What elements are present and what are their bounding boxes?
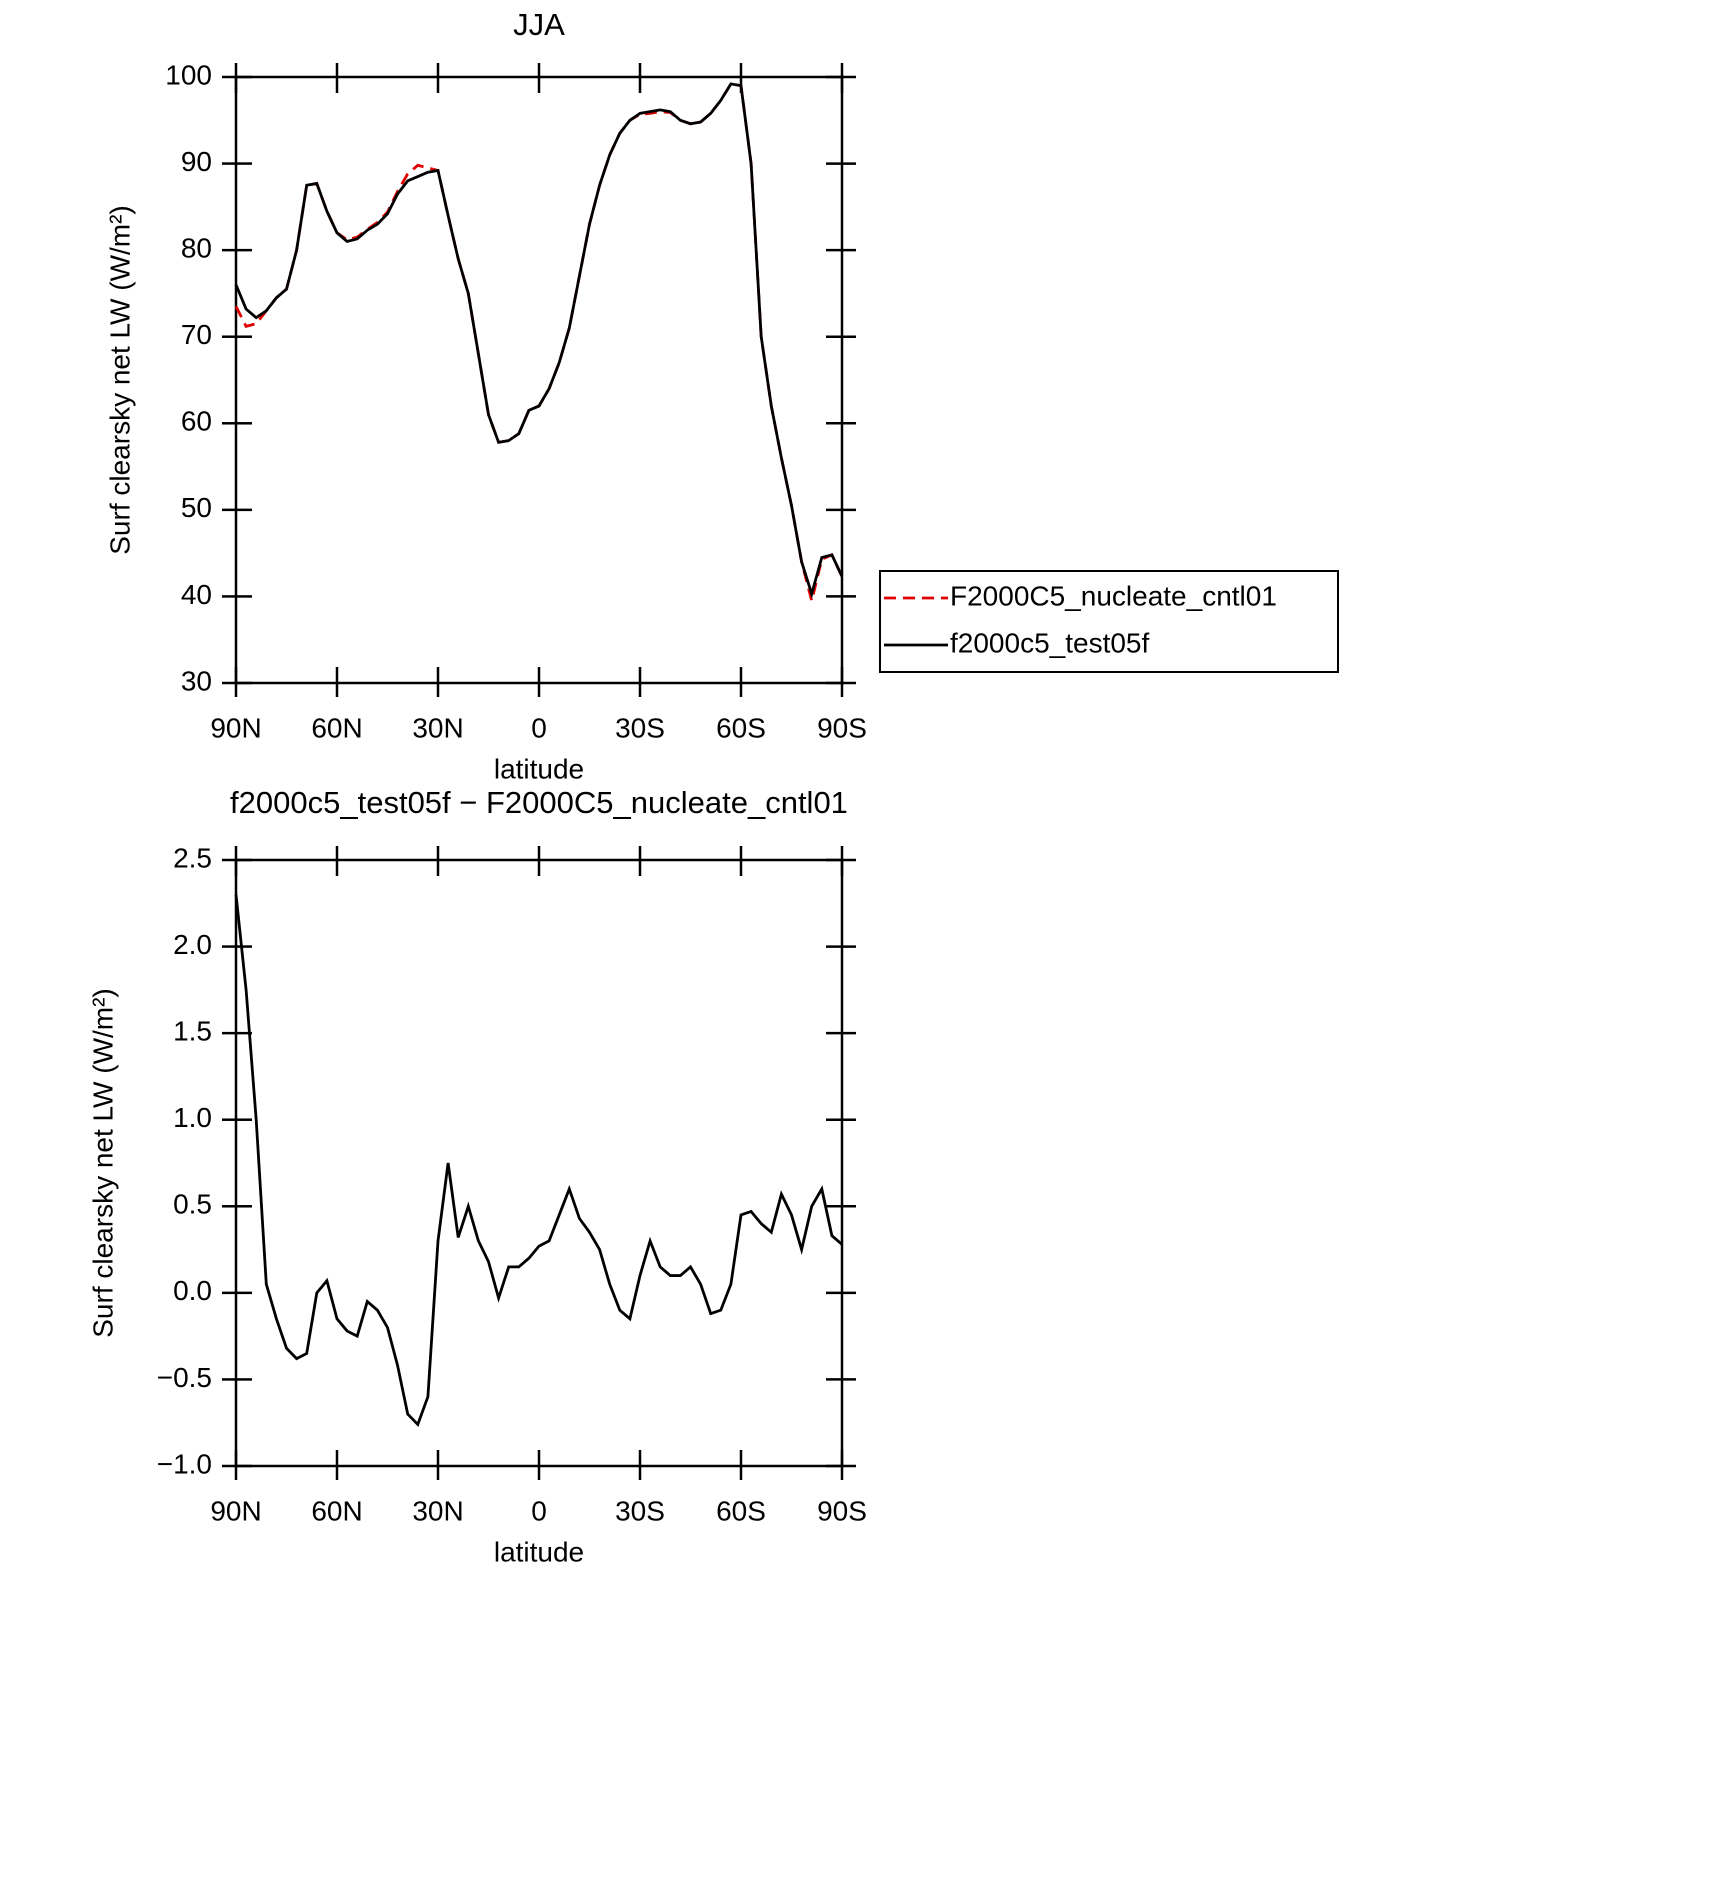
plot: JJA latitude Surf clearsky net LW (W/m²) 30… (104, 7, 1339, 784)
x-tick-label: 60N (311, 712, 362, 743)
x-tick-label: 90N (210, 712, 261, 743)
y-tick-label: 40 (181, 579, 212, 610)
chart-title: f2000c5_test05f − F2000C5_nucleate_cntl0… (230, 785, 848, 820)
y-tick-label: 100 (165, 59, 212, 90)
x-tick-label: 90S (817, 712, 867, 743)
chart-title: JJA (513, 7, 565, 42)
x-tick-label: 0 (531, 712, 547, 743)
x-axis-label: latitude (494, 753, 584, 784)
x-tick-label: 30S (615, 712, 665, 743)
x-tick-label: 30N (412, 712, 463, 743)
y-tick-label: −1.0 (157, 1448, 212, 1479)
x-tick-label: 60S (716, 712, 766, 743)
x-axis-label: latitude (494, 1536, 584, 1567)
series-line (234, 894, 843, 1428)
y-tick-label: 70 (181, 319, 212, 350)
y-tick-label: 50 (181, 492, 212, 523)
x-tick-label: 0 (531, 1495, 547, 1526)
y-tick-label: 60 (181, 406, 212, 437)
y-tick-label: 0.0 (173, 1275, 212, 1306)
x-tick-label: 60S (716, 1495, 766, 1526)
y-tick-label: −0.5 (157, 1362, 212, 1393)
legend-box (879, 570, 1339, 673)
x-tick-label: 90S (817, 1495, 867, 1526)
y-tick-label: 2.0 (173, 929, 212, 960)
y-tick-label: 30 (181, 665, 212, 696)
x-tick-label: 30S (615, 1495, 665, 1526)
x-tick-label: 30N (412, 1495, 463, 1526)
legend-label: f2000c5_test05f (950, 627, 1149, 658)
plot-frame (234, 858, 844, 1468)
series-line (234, 82, 844, 599)
y-tick-label: 90 (181, 146, 212, 177)
plot: f2000c5_test05f − F2000C5_nucleate_cntl0… (87, 785, 867, 1567)
y-axis-label: Surf clearsky net LW (W/m²) (104, 205, 135, 555)
x-tick-label: 90N (210, 1495, 261, 1526)
y-tick-label: 1.5 (173, 1016, 212, 1047)
legend-label: F2000C5_nucleate_cntl01 (950, 580, 1277, 611)
y-axis-label: Surf clearsky net LW (W/m²) (87, 988, 118, 1338)
y-tick-label: 1.0 (173, 1102, 212, 1133)
x-tick-label: 60N (311, 1495, 362, 1526)
y-tick-label: 2.5 (173, 842, 212, 873)
y-tick-label: 0.5 (173, 1189, 212, 1220)
y-tick-label: 80 (181, 233, 212, 264)
